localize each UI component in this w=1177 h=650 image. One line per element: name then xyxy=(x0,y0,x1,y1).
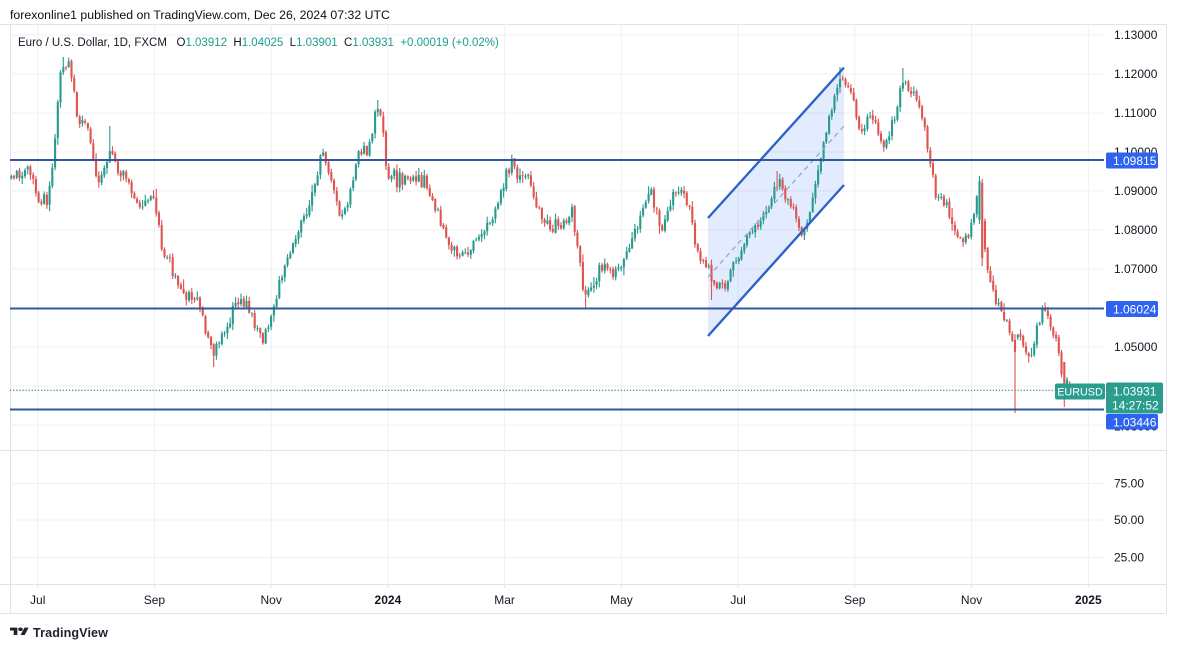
svg-text:1.11000: 1.11000 xyxy=(1114,106,1157,120)
svg-text:50.00: 50.00 xyxy=(1114,513,1144,527)
svg-text:1.03446: 1.03446 xyxy=(1113,416,1157,430)
svg-text:2025: 2025 xyxy=(1075,593,1102,607)
svg-text:Nov: Nov xyxy=(961,593,982,607)
svg-text:Sep: Sep xyxy=(144,593,166,607)
svg-text:1.12000: 1.12000 xyxy=(1114,67,1158,81)
svg-text:1.08000: 1.08000 xyxy=(1114,223,1158,237)
svg-text:1.07000: 1.07000 xyxy=(1114,262,1158,276)
svg-text:1.09815: 1.09815 xyxy=(1113,154,1157,168)
svg-text:Mar: Mar xyxy=(494,593,515,607)
svg-text:Jul: Jul xyxy=(730,593,745,607)
svg-text:2024: 2024 xyxy=(375,593,402,607)
svg-text:Sep: Sep xyxy=(844,593,866,607)
svg-text:75.00: 75.00 xyxy=(1114,477,1144,491)
svg-text:Nov: Nov xyxy=(261,593,282,607)
svg-text:1.05000: 1.05000 xyxy=(1114,340,1158,354)
svg-text:1.06024: 1.06024 xyxy=(1113,303,1157,317)
svg-text:1.13000: 1.13000 xyxy=(1114,28,1158,42)
svg-text:1.03931: 1.03931 xyxy=(1113,385,1157,399)
svg-text:Jul: Jul xyxy=(30,593,45,607)
svg-text:May: May xyxy=(610,593,633,607)
svg-text:25.00: 25.00 xyxy=(1114,551,1144,565)
svg-text:EURUSD: EURUSD xyxy=(1057,387,1103,399)
svg-text:14:27:52: 14:27:52 xyxy=(1112,399,1159,413)
svg-text:1.09000: 1.09000 xyxy=(1114,184,1158,198)
